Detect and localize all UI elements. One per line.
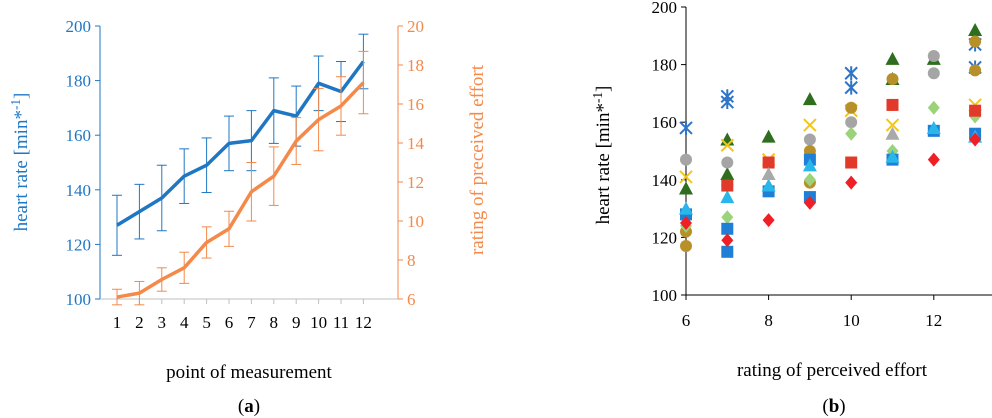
scatter-point <box>845 126 858 141</box>
scatter-point <box>926 120 941 134</box>
scatter-point <box>969 132 982 147</box>
scatter-point <box>927 67 940 80</box>
right-y-tick-label: 16 <box>407 95 424 114</box>
scatter-point <box>927 152 940 167</box>
y-tick-label: 200 <box>652 0 678 17</box>
left-y-tick-label: 160 <box>66 126 92 145</box>
scatter-point <box>679 201 693 215</box>
scatter-point <box>885 126 900 140</box>
x-tick-label: 12 <box>355 313 372 332</box>
scatter-point <box>845 156 858 169</box>
scatter-point <box>720 138 735 152</box>
scatter-point <box>761 129 776 143</box>
scatter-point <box>886 98 899 111</box>
x-tick-label: 7 <box>247 313 256 332</box>
x-tick-label: 2 <box>135 313 144 332</box>
left-y-tick-label: 180 <box>66 72 92 91</box>
right-y-axis-title: rating of preceived effort <box>467 64 488 255</box>
y-tick-label: 180 <box>652 56 678 75</box>
scatter-point <box>844 66 858 81</box>
x-tick-label: 8 <box>764 311 773 330</box>
scatter-point <box>927 49 940 62</box>
scatter-point <box>720 167 735 181</box>
scatter-point <box>679 181 693 195</box>
scatter-point <box>844 80 858 95</box>
rpe-series-line <box>116 81 365 299</box>
x-tick-label: 8 <box>270 313 279 332</box>
scatter-point <box>721 222 734 235</box>
panel-label-b: (b) <box>822 396 845 417</box>
scatter-point <box>721 179 734 192</box>
panel-b-chart: 10012014016018020068101214161820rating o… <box>590 0 992 417</box>
right-y-tick-label: 18 <box>407 56 424 75</box>
x-tick-label: 9 <box>292 313 301 332</box>
scatter-point <box>721 210 734 225</box>
scatter-point <box>762 156 775 169</box>
x-tick-label: 10 <box>843 311 860 330</box>
x-tick-label: 5 <box>202 313 211 332</box>
scatter-point <box>845 116 858 129</box>
heart-rate-series-line <box>116 60 365 227</box>
x-tick-label: 6 <box>682 311 691 330</box>
scatter-point <box>969 64 982 77</box>
y-tick-label: 120 <box>652 228 678 247</box>
y-tick-label: 140 <box>652 171 678 190</box>
left-y-tick-label: 140 <box>66 181 92 200</box>
right-y-tick-label: 10 <box>407 212 424 231</box>
scatter-point <box>845 175 858 190</box>
scatter-point <box>721 233 734 248</box>
x-tick-label: 11 <box>333 313 349 332</box>
right-y-tick-label: 14 <box>407 134 425 153</box>
scatter-point <box>885 149 900 163</box>
scatter-point <box>762 213 775 228</box>
scatter-point <box>845 101 858 114</box>
scatter-point <box>721 156 734 169</box>
x-tick-label: 12 <box>925 311 942 330</box>
scatter-point <box>761 167 776 181</box>
x-tick-label: 4 <box>180 313 189 332</box>
scatter-point <box>802 158 817 172</box>
right-y-tick-label: 20 <box>407 17 424 36</box>
x-tick-label: 3 <box>158 313 167 332</box>
scatter-point <box>885 118 900 132</box>
right-y-tick-label: 6 <box>407 290 416 309</box>
scatter-point <box>720 89 735 104</box>
scatter-point <box>969 104 982 117</box>
x-tick-label: 6 <box>225 313 234 332</box>
x-tick-label: 10 <box>310 313 327 332</box>
scatter-point <box>680 240 692 253</box>
x-tick-label: 1 <box>113 313 122 332</box>
scatter-point <box>720 190 735 204</box>
scatter-point <box>679 170 693 184</box>
scatter-point <box>761 178 776 192</box>
left-y-tick-label: 200 <box>66 17 92 36</box>
x-axis-title: point of measurement <box>166 362 332 383</box>
y-tick-label: 160 <box>652 113 678 132</box>
right-y-tick-label: 12 <box>407 173 424 192</box>
left-y-tick-label: 120 <box>66 235 92 254</box>
scatter-point <box>803 133 816 146</box>
scatter-point <box>680 153 692 166</box>
scatter-point <box>927 100 940 115</box>
scatter-point <box>886 73 899 85</box>
y-tick-label: 100 <box>652 286 678 305</box>
scatter-point <box>680 216 692 230</box>
scatter-point <box>803 118 817 132</box>
scatter-point <box>802 92 817 106</box>
scatter-point <box>721 245 734 258</box>
scatter-point <box>803 195 816 210</box>
left-y-tick-label: 100 <box>66 290 92 309</box>
left-y-axis-title: heart rate [min*-1] <box>8 93 33 232</box>
x-axis-title: rating of perceived effort <box>737 360 928 381</box>
panel-label-a: (a) <box>238 396 260 417</box>
y-axis-title: heart rate [min*-1] <box>590 86 615 225</box>
scatter-point <box>885 51 900 65</box>
scatter-point <box>803 172 816 187</box>
scatter-point <box>968 23 983 37</box>
scatter-point <box>969 35 982 48</box>
right-y-tick-label: 8 <box>407 251 416 270</box>
scatter-point <box>679 120 693 135</box>
